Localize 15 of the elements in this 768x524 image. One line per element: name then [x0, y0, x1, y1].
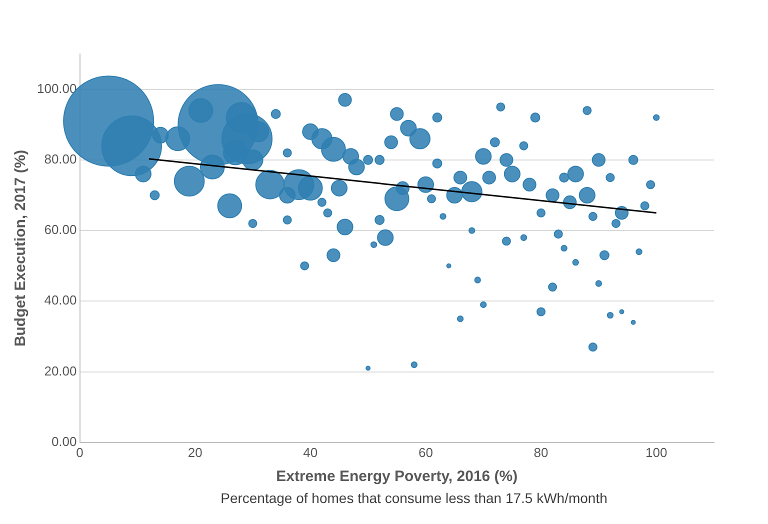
x-tick-label: 60 [418, 444, 433, 460]
y-tick-label: 20.00 [44, 363, 77, 378]
x-tick-label: 40 [303, 444, 318, 460]
x-axis-title: Extreme Energy Poverty, 2016 (%) [276, 468, 518, 486]
y-tick-label: 60.00 [44, 222, 77, 238]
y-tick-label: 0.00 [51, 434, 77, 449]
x-tick-label: 0 [76, 444, 84, 460]
y-axis-title: Budget Execution, 2017 (%) [12, 150, 30, 347]
text: Percentage of homes that consume less than 17.5 kWh/month [220, 490, 608, 506]
y-tick-label: 100.00 [36, 80, 77, 96]
x-tick-label: 100 [645, 444, 668, 460]
x-tick-label: 20 [188, 444, 202, 460]
y-tick-label: 80.00 [44, 152, 77, 167]
y-tick-label: 40.00 [44, 292, 77, 308]
x-tick-label: 80 [534, 444, 548, 460]
